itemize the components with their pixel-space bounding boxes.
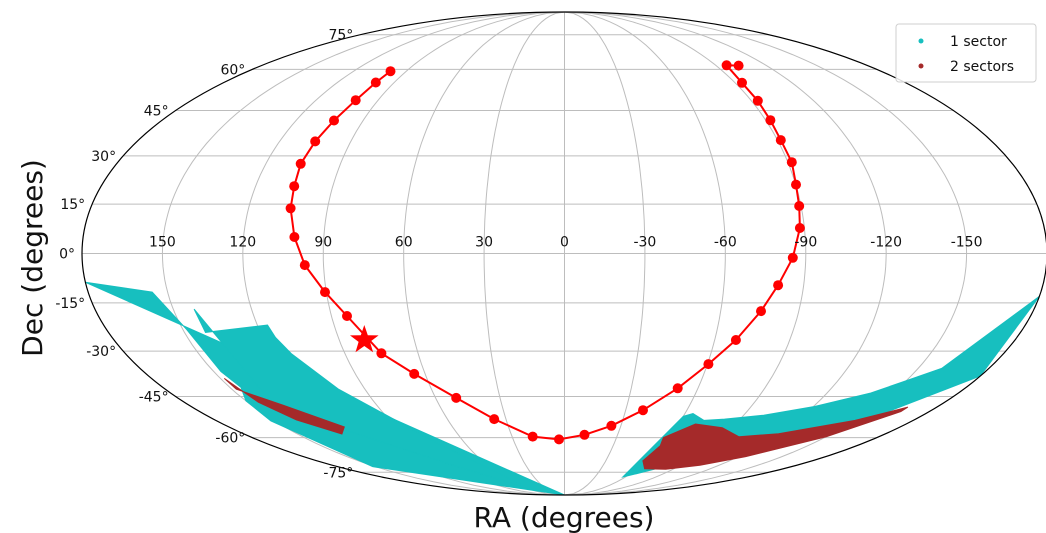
x-tick-label: -120	[870, 235, 902, 251]
path-point	[791, 179, 801, 190]
x-tick-label: -90	[794, 235, 817, 251]
path-point	[289, 181, 300, 192]
path-point	[320, 287, 330, 298]
path-point	[554, 434, 564, 445]
path-point	[310, 136, 321, 147]
path-point	[721, 60, 732, 71]
path-point	[786, 157, 797, 168]
x-tick-label: 60	[395, 235, 413, 251]
y-tick-label: 30°	[91, 149, 116, 165]
coverage-region	[223, 377, 345, 435]
legend: 1 sector 2 sectors	[895, 23, 1037, 83]
coverage-layer	[85, 281, 1040, 495]
path-point	[775, 135, 786, 146]
path-point	[370, 77, 381, 88]
x-tick-label: 120	[229, 235, 256, 251]
legend-marker-2-sectors	[918, 63, 924, 69]
path-point	[489, 414, 500, 425]
x-tick-label: -60	[714, 235, 737, 251]
x-tick-label: 90	[314, 235, 332, 251]
y-tick-labels: -75° -60° -45° -30° -15° 0° 15° 30° 45° 60° 75°	[55, 28, 353, 482]
x-tick-label: 150	[149, 235, 176, 251]
path-line	[289, 64, 801, 441]
observation-path	[285, 60, 805, 445]
path-point	[606, 420, 617, 431]
legend-label-1-sector: 1 sector	[950, 34, 1007, 50]
path-point	[733, 60, 744, 71]
path-point	[756, 306, 766, 317]
path-point	[765, 115, 776, 126]
legend-label-2-sectors: 2 sectors	[950, 59, 1014, 75]
path-point	[350, 95, 361, 106]
y-tick-label: 60°	[220, 62, 245, 78]
path-point	[638, 405, 648, 416]
y-tick-label: -15°	[55, 296, 85, 312]
path-point	[409, 368, 420, 379]
path-point	[730, 335, 741, 345]
path-point	[794, 223, 805, 233]
coverage-region	[85, 281, 565, 495]
projection-outline	[81, 11, 1046, 496]
x-tick-labels: 150 120 90 60 30 0 -30 -60 -90 -120 -150	[149, 235, 982, 251]
gridlines	[82, 11, 1046, 496]
path-point	[385, 66, 396, 77]
path-point	[579, 429, 590, 440]
y-tick-label: 75°	[328, 28, 353, 44]
path-point	[329, 115, 339, 126]
coverage-region	[642, 406, 909, 470]
path-point	[794, 201, 805, 211]
y-tick-label: 45°	[144, 104, 169, 120]
x-tick-label: 30	[475, 235, 493, 251]
path-point	[376, 348, 387, 359]
y-tick-label: -45°	[139, 390, 169, 406]
path-point	[451, 392, 462, 403]
y-tick-label: 15°	[60, 197, 85, 213]
y-tick-label: -60°	[215, 431, 245, 447]
y-tick-label: -30°	[86, 344, 116, 360]
x-tick-label: 0	[560, 235, 569, 251]
path-point	[787, 252, 798, 263]
coverage-region	[193, 308, 524, 488]
path-point	[737, 77, 747, 88]
legend-box	[895, 23, 1037, 83]
y-axis-label: Dec (degrees)	[16, 159, 49, 357]
path-point	[773, 280, 784, 291]
path-point	[295, 158, 306, 169]
path-point	[527, 431, 538, 442]
star-marker	[350, 325, 379, 353]
path-point	[285, 203, 296, 214]
legend-marker-1-sector	[918, 38, 924, 44]
x-tick-label: -30	[633, 235, 656, 251]
y-tick-label: 0°	[59, 247, 75, 263]
path-point	[299, 260, 310, 271]
x-axis-label: RA (degrees)	[474, 501, 655, 533]
path-point	[752, 95, 763, 106]
x-tick-label: -150	[951, 235, 983, 251]
path-point	[703, 359, 714, 370]
path-point	[342, 311, 352, 321]
path-point	[672, 383, 683, 394]
y-tick-label: -75°	[323, 465, 353, 481]
path-point	[289, 232, 300, 242]
